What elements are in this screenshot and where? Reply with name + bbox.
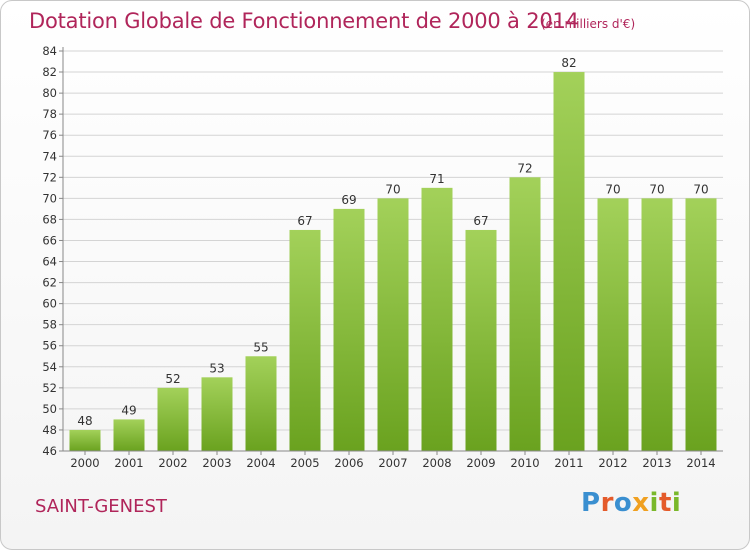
bar-2006 <box>333 208 365 451</box>
x-tick-label: 2005 <box>290 456 319 470</box>
x-tick-label: 2006 <box>334 456 363 470</box>
y-tick-label: 70 <box>42 191 57 205</box>
y-tick-label: 74 <box>42 149 57 163</box>
bar-2000 <box>69 429 101 451</box>
x-tick-label: 2008 <box>422 456 451 470</box>
y-tick-label: 84 <box>42 44 57 58</box>
data-label-2004: 55 <box>253 340 268 354</box>
x-tick-label: 2010 <box>510 456 539 470</box>
x-tick-label: 2009 <box>466 456 495 470</box>
commune-name: SAINT-GENEST <box>35 496 167 517</box>
x-tick-label: 2002 <box>158 456 187 470</box>
bar-2008 <box>421 187 453 451</box>
y-tick-label: 76 <box>42 128 57 142</box>
y-axis-ticks: 46 48 50 52 54 56 58 60 62 64 66 68 70 72 74 76 78 80 82 84 <box>42 44 63 458</box>
y-tick-label: 62 <box>42 276 57 290</box>
bar-2014 <box>685 198 717 451</box>
data-label-2005: 67 <box>297 214 312 228</box>
bars: 48 49 52 53 55 67 69 70 71 67 72 82 70 70 70 <box>69 56 717 451</box>
y-tick-label: 82 <box>42 65 57 79</box>
data-label-2006: 69 <box>341 193 356 207</box>
x-tick-label: 2004 <box>246 456 275 470</box>
bar-2010 <box>509 177 541 451</box>
unit-note: (en milliers d'€) <box>541 17 636 31</box>
y-tick-label: 56 <box>42 339 57 353</box>
bar-2004 <box>245 356 277 451</box>
bar-2011 <box>553 72 585 451</box>
data-label-2009: 67 <box>473 214 488 228</box>
y-tick-label: 72 <box>42 170 57 184</box>
y-tick-label: 78 <box>42 107 57 121</box>
bar-2005 <box>289 229 321 451</box>
bar-2002 <box>157 387 189 451</box>
y-tick-label: 68 <box>42 212 57 226</box>
chart-title: Dotation Globale de Fonctionnement de 20… <box>29 9 579 33</box>
x-tick-label: 2003 <box>202 456 231 470</box>
data-label-2013: 70 <box>649 182 664 196</box>
y-tick-label: 46 <box>42 444 57 458</box>
x-tick-label: 2012 <box>598 456 627 470</box>
data-label-2000: 48 <box>77 414 92 428</box>
y-tick-label: 80 <box>42 86 57 100</box>
data-label-2003: 53 <box>209 361 224 375</box>
x-tick-label: 2001 <box>114 456 143 470</box>
x-axis-ticks: 2000 2001 2002 2003 2004 2005 2006 2007 2008 2009… <box>70 451 716 470</box>
data-label-2007: 70 <box>385 182 400 196</box>
x-tick-label: 2013 <box>642 456 671 470</box>
data-label-2001: 49 <box>121 403 136 417</box>
x-tick-label: 2011 <box>554 456 583 470</box>
y-tick-label: 66 <box>42 233 57 247</box>
y-tick-label: 60 <box>42 297 57 311</box>
data-label-2012: 70 <box>605 182 620 196</box>
x-tick-label: 2014 <box>686 456 715 470</box>
x-tick-label: 2007 <box>378 456 407 470</box>
y-tick-label: 64 <box>42 255 57 269</box>
bar-2003 <box>201 377 233 451</box>
data-label-2011: 82 <box>561 56 576 70</box>
bar-2001 <box>113 419 145 451</box>
y-tick-label: 50 <box>42 402 57 416</box>
y-tick-label: 54 <box>42 360 57 374</box>
axes <box>62 47 723 452</box>
data-label-2010: 72 <box>517 161 532 175</box>
data-label-2002: 52 <box>165 372 180 386</box>
bar-2012 <box>597 198 629 451</box>
bar-2009 <box>465 229 497 451</box>
y-tick-label: 58 <box>42 318 57 332</box>
data-label-2008: 71 <box>429 172 444 186</box>
bar-2007 <box>377 198 409 451</box>
data-label-2014: 70 <box>693 182 708 196</box>
y-tick-label: 48 <box>42 423 57 437</box>
y-tick-label: 52 <box>42 381 57 395</box>
proxiti-logo: Proxiti <box>581 488 682 518</box>
x-tick-label: 2000 <box>70 456 99 470</box>
bar-2013 <box>641 198 673 451</box>
